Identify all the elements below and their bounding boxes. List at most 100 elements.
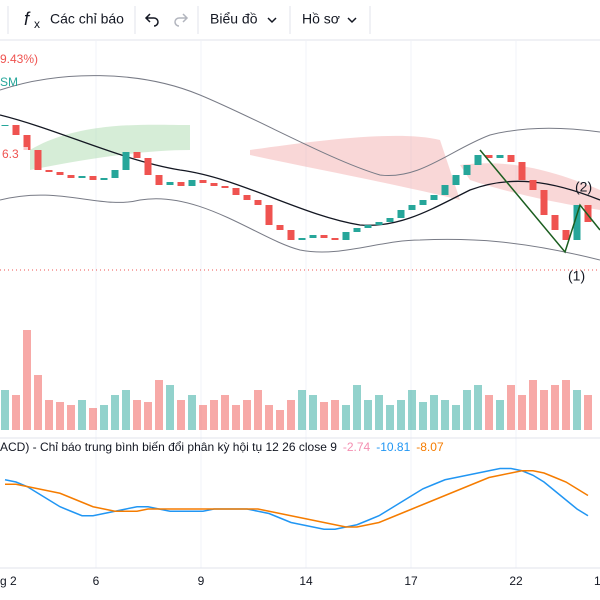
volume-bar — [177, 400, 185, 430]
x-tick-label: g 2 — [0, 574, 17, 588]
volume-bar — [298, 390, 306, 430]
volume-bar — [45, 400, 53, 430]
volume-bar — [573, 390, 581, 430]
macd-value: -10.81 — [376, 440, 410, 454]
volume-bar — [375, 395, 383, 430]
candle — [540, 190, 548, 215]
x-axis: g 2 6 9 14 17 22 1 — [0, 574, 600, 588]
candle — [89, 176, 97, 180]
candle — [463, 165, 471, 175]
candle — [254, 200, 262, 205]
candle — [199, 180, 207, 183]
volume-bar — [155, 380, 163, 430]
signal-line — [5, 470, 589, 528]
toolbar: f x Các chỉ báo Biểu đồ Hồ sơ — [0, 6, 600, 41]
candle — [122, 152, 130, 170]
profile-menu[interactable]: Hồ sơ — [302, 11, 340, 27]
candle — [155, 175, 163, 185]
cloud-red — [250, 135, 460, 200]
x-tick-label: 1 — [594, 574, 600, 588]
candle — [12, 125, 20, 135]
change-label: 9.43%) — [0, 52, 38, 66]
redo-button[interactable] — [174, 13, 189, 27]
candle — [573, 205, 581, 240]
volume-bar — [441, 400, 449, 430]
candle — [386, 218, 394, 222]
marks — [1, 125, 592, 530]
candle — [496, 155, 504, 158]
candle — [45, 170, 53, 172]
volume-bar — [364, 400, 372, 430]
histogram-value: -2.74 — [343, 440, 371, 454]
volume-bar — [199, 405, 207, 430]
candle — [23, 135, 31, 150]
fx-icon[interactable]: f — [24, 9, 31, 29]
candle — [408, 205, 416, 210]
candle — [441, 185, 449, 195]
volume-bar — [287, 400, 295, 430]
volume-bar — [540, 390, 548, 430]
candle — [67, 175, 75, 178]
candle — [309, 235, 317, 238]
x-tick-label: 6 — [93, 574, 100, 588]
volume-bar — [551, 385, 559, 430]
candle — [100, 178, 108, 180]
volume-bar — [452, 405, 460, 430]
fx-icon-x: x — [34, 17, 40, 31]
undo-button[interactable] — [144, 13, 159, 27]
dropdown-arrow — [267, 17, 277, 24]
candle — [276, 225, 284, 230]
grid — [95, 41, 517, 568]
candle — [452, 175, 460, 185]
candle — [529, 180, 537, 190]
volume-bar — [89, 408, 97, 430]
volume-bar — [1, 390, 9, 430]
volume-bar — [12, 395, 20, 430]
candle — [518, 162, 526, 180]
volume-bar — [144, 402, 152, 430]
candle — [265, 205, 273, 225]
candle — [419, 200, 427, 205]
volume-bar — [562, 380, 570, 430]
volume-bar — [122, 390, 130, 430]
price-tag-bg — [0, 147, 28, 163]
candle — [298, 238, 306, 240]
chart-menu[interactable]: Biểu đồ — [210, 11, 258, 27]
candle — [507, 155, 515, 162]
volume-bar — [496, 400, 504, 430]
volume-bar — [584, 395, 592, 430]
candle — [397, 210, 405, 218]
bollinger-lower — [0, 194, 600, 261]
candle — [331, 238, 339, 240]
volume-bar — [507, 385, 515, 430]
candle — [243, 195, 251, 200]
candle — [166, 182, 174, 185]
volume-bar — [34, 375, 42, 430]
candle — [78, 176, 86, 178]
x-tick-label: 9 — [198, 574, 205, 588]
candle — [177, 182, 185, 186]
candle — [34, 150, 42, 170]
candle — [375, 222, 383, 225]
symbol-fragment: SM — [0, 75, 18, 89]
candle — [221, 186, 229, 188]
volume-bar — [320, 402, 328, 430]
candle — [485, 155, 493, 158]
volume-bar — [232, 405, 240, 430]
candle — [584, 205, 592, 222]
volume-bar — [419, 402, 427, 430]
dropdown-arrow — [347, 17, 357, 24]
volume-bar — [67, 405, 75, 430]
indicators-button[interactable]: Các chỉ báo — [50, 11, 124, 27]
macd-name: ACD) - Chỉ báo trung bình biến đổi phân … — [0, 440, 337, 454]
x-tick-label: 17 — [404, 574, 418, 588]
candle — [210, 183, 218, 186]
volume-bar — [188, 395, 196, 430]
cloud-green — [30, 124, 190, 170]
candle — [287, 230, 295, 240]
volume-bar — [210, 400, 218, 430]
volume-bar — [474, 385, 482, 430]
candle — [562, 230, 570, 240]
candle — [188, 180, 196, 186]
